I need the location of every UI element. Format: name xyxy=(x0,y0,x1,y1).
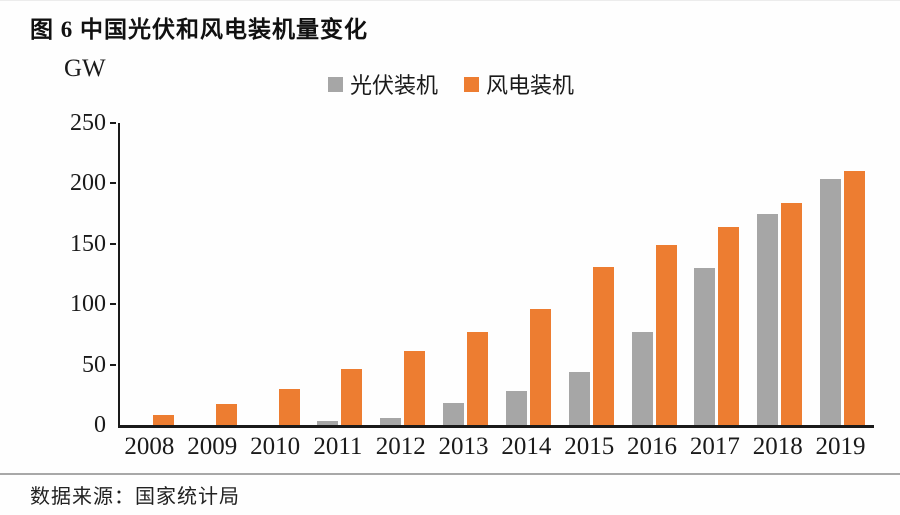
bar-pv-2015 xyxy=(568,372,590,425)
x-axis-label-2010: 2010 xyxy=(250,433,301,460)
bar-group-2016 xyxy=(623,123,686,425)
y-axis-tick-label: 100 xyxy=(70,291,106,318)
x-axis-label-2013: 2013 xyxy=(438,433,489,460)
bar-wind-2012 xyxy=(404,351,426,425)
x-axis-label-2009: 2009 xyxy=(187,433,238,460)
bar-pv-2016 xyxy=(631,332,653,425)
bar-pv-2019 xyxy=(820,179,842,425)
legend-item-pv: 光伏装机 xyxy=(328,68,438,100)
bar-group-2012 xyxy=(371,123,434,425)
bar-wind-2011 xyxy=(341,369,363,425)
bottom-divider-line xyxy=(0,473,900,475)
legend-label-pv: 光伏装机 xyxy=(350,73,439,98)
y-axis-tick-label: 250 xyxy=(70,110,106,136)
x-axis-label-2018: 2018 xyxy=(752,433,803,460)
bar-pv-2013 xyxy=(443,403,465,425)
bar-pv-2014 xyxy=(505,391,527,425)
y-axis-tick xyxy=(110,363,116,366)
bar-group-2008 xyxy=(120,123,183,425)
bar-wind-2019 xyxy=(844,171,866,425)
bar-pv-2017 xyxy=(694,268,716,425)
legend-item-wind: 风电装机 xyxy=(464,68,574,100)
chart-title: 图 6 中国光伏和风电装机量变化 xyxy=(30,17,368,42)
y-axis-tick-label: 150 xyxy=(70,230,106,257)
x-axis-label-2015: 2015 xyxy=(564,433,615,460)
x-axis-label-2011: 2011 xyxy=(313,433,363,460)
wind-legend-swatch-icon xyxy=(464,76,480,92)
y-axis-tick-label: 0 xyxy=(94,412,106,438)
y-axis-unit-label: GW xyxy=(64,55,106,82)
bar-group-2013 xyxy=(434,123,497,425)
x-axis-label-2008: 2008 xyxy=(124,433,175,460)
bar-wind-2018 xyxy=(781,203,803,425)
chart-legend: 光伏装机 风电装机 xyxy=(328,68,574,100)
bar-wind-2015 xyxy=(592,267,614,425)
bar-wind-2008 xyxy=(152,415,174,425)
y-axis-tick-label: 200 xyxy=(70,170,106,197)
bar-wind-2009 xyxy=(215,404,237,425)
bar-group-2009 xyxy=(183,123,246,425)
x-axis-label-2012: 2012 xyxy=(375,433,426,460)
bar-pv-2018 xyxy=(757,214,779,425)
bar-wind-2016 xyxy=(655,245,677,425)
y-axis-tick xyxy=(110,303,116,306)
bar-group-2017 xyxy=(685,123,748,425)
bar-wind-2010 xyxy=(278,389,300,425)
x-axis-labels: 2008 2009 2010 2011 2012 2013 2014 2015 2016 2017… xyxy=(118,433,872,461)
plot-area xyxy=(118,123,874,428)
source-note: 数据来源：国家统计局 xyxy=(30,486,240,508)
y-axis-tick xyxy=(110,242,116,245)
x-axis-label-2019: 2019 xyxy=(815,433,866,460)
pv-legend-swatch-icon xyxy=(328,76,343,92)
bar-group-2018 xyxy=(748,123,811,425)
x-axis-label-2017: 2017 xyxy=(689,433,740,460)
bar-wind-2013 xyxy=(467,332,489,425)
y-axis-tick xyxy=(110,182,116,185)
y-axis-tick-label: 50 xyxy=(82,351,106,378)
y-axis-tick xyxy=(110,122,116,124)
legend-label-wind: 风电装机 xyxy=(486,73,575,98)
x-axis-label-2014: 2014 xyxy=(501,433,552,460)
bar-group-2019 xyxy=(811,123,874,425)
bar-group-2014 xyxy=(497,123,560,425)
bar-wind-2017 xyxy=(718,227,740,425)
bar-pv-2011 xyxy=(317,421,339,425)
bar-group-2015 xyxy=(560,123,623,425)
x-axis-label-2016: 2016 xyxy=(627,433,678,460)
bar-wind-2014 xyxy=(529,309,551,425)
bar-group-2010 xyxy=(246,123,309,425)
bar-pv-2012 xyxy=(380,418,402,425)
bar-groups xyxy=(120,123,874,425)
bar-group-2011 xyxy=(308,123,371,425)
